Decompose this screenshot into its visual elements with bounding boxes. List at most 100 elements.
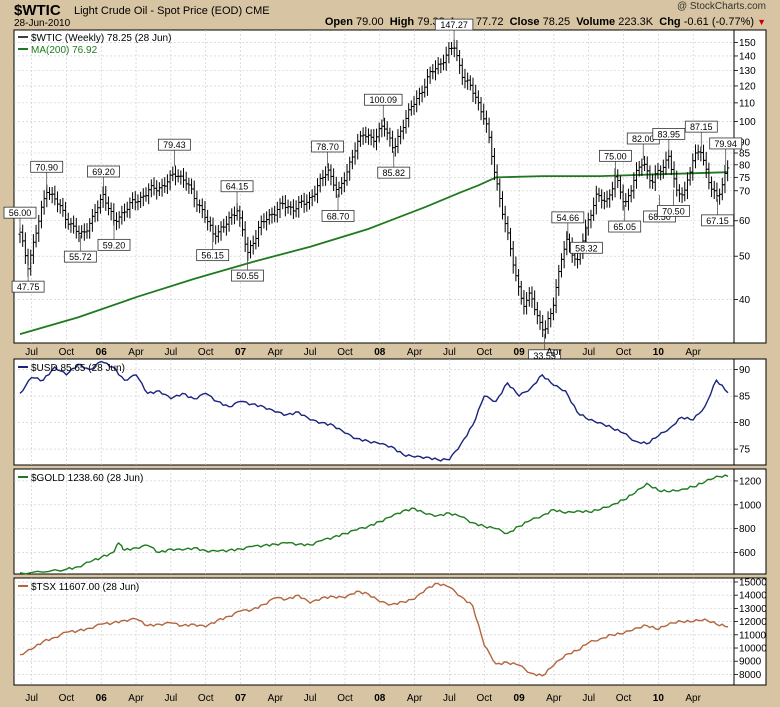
x-tick-label-bottom: 08 xyxy=(374,693,386,704)
wtic-price-annotation: 67.15 xyxy=(701,198,734,227)
usd-ytick-label: 80 xyxy=(739,418,751,429)
wtic-price-annotation: 78.70 xyxy=(311,140,344,168)
annotation-label: 87.15 xyxy=(690,122,713,132)
wtic-price-annotation: 100.09 xyxy=(364,93,403,122)
x-tick-label-top: 10 xyxy=(653,347,665,358)
x-tick-label-top: 08 xyxy=(374,347,386,358)
chart-symbol: $WTIC xyxy=(14,2,61,19)
tsx-frame xyxy=(13,577,767,686)
tsx-ytick-label: 13000 xyxy=(739,604,767,615)
volume-value: 223.3K xyxy=(618,16,654,28)
annotation-label: 69.20 xyxy=(92,167,115,177)
wtic-ohlc-bar xyxy=(726,160,730,182)
wtic-ytick-label: 80 xyxy=(739,160,751,171)
gold-ytick-label: 800 xyxy=(739,524,756,535)
annotation-box xyxy=(220,180,254,193)
open-label: Open xyxy=(324,16,353,28)
annotation-label: 79.43 xyxy=(163,140,186,150)
usd-ytick-label: 90 xyxy=(739,365,751,376)
gold-frame xyxy=(13,468,767,575)
annotation-box xyxy=(97,238,131,251)
wtic-ytick-label: 100 xyxy=(739,117,756,128)
wtic-ytick-label: 90 xyxy=(739,137,751,148)
x-tick-label-top: Jul xyxy=(443,347,456,358)
annotation-box xyxy=(196,249,230,262)
annotation-label: 70.50 xyxy=(662,206,685,216)
x-tick-label-bottom: Oct xyxy=(476,693,492,704)
annotation-label: 47.75 xyxy=(17,282,40,292)
x-tick-label-bottom: Jul xyxy=(582,693,595,704)
wtic-ytick-label: 130 xyxy=(739,66,756,77)
x-tick-label-bottom: Apr xyxy=(546,693,562,704)
annotation-label: 33.55 xyxy=(533,351,556,361)
annotation-label: 54.66 xyxy=(557,213,580,223)
x-tick-label-bottom: Oct xyxy=(616,693,632,704)
annotation-box xyxy=(377,166,411,179)
annotation-label: 59.20 xyxy=(103,240,126,250)
wtic-price-annotation: 50.55 xyxy=(231,254,264,282)
wtic-price-annotation: 70.50 xyxy=(657,189,690,217)
volume-label: Volume xyxy=(576,16,616,28)
annotation-box xyxy=(30,160,64,173)
x-tick-label-top: Apr xyxy=(268,347,284,358)
wtic-ytick-label: 85 xyxy=(739,149,751,160)
wtic-ytick-label: 40 xyxy=(739,295,751,306)
wtic-price-annotation: 70.90 xyxy=(30,160,64,189)
x-tick-label-top: Oct xyxy=(198,347,214,358)
x-tick-label-bottom: Apr xyxy=(407,693,423,704)
wtic-price-annotation: 75.00 xyxy=(599,149,632,178)
chg-value: -0.61 (-0.77%) xyxy=(683,16,755,28)
wtic-price-annotation: 147.27 xyxy=(434,18,474,47)
annotation-box xyxy=(63,250,97,263)
annotation-box xyxy=(652,128,686,140)
annotation-label: 56.15 xyxy=(201,251,224,261)
annotation-box xyxy=(311,140,344,153)
tsx-ytick-label: 8000 xyxy=(739,670,762,681)
tsx-ytick-label: 15000 xyxy=(739,577,767,588)
wtic-price-annotation: 87.15 xyxy=(684,120,718,149)
gold-series-line xyxy=(19,474,729,575)
x-tick-label-top: Oct xyxy=(337,347,353,358)
x-tick-label-top: Jul xyxy=(25,347,38,358)
annotation-box xyxy=(231,269,264,282)
wtic-legend-label: $WTIC (Weekly) 78.25 (28 Jun) xyxy=(31,33,171,44)
x-tick-label-top: Oct xyxy=(476,347,492,358)
annotation-box xyxy=(87,165,120,178)
annotation-label: 83.95 xyxy=(658,129,681,139)
exchange-text: CME xyxy=(245,5,270,17)
ma-legend-label: MA(200) 76.92 xyxy=(31,45,98,56)
annotation-box xyxy=(599,149,632,162)
wtic-ytick-label: 150 xyxy=(739,38,756,49)
x-tick-label-bottom: 07 xyxy=(235,693,247,704)
tsx-ytick-label: 9000 xyxy=(739,657,762,668)
usd-ytick-label: 75 xyxy=(739,445,751,456)
brand-watermark: @ StockCharts.com xyxy=(676,1,766,12)
x-tick-label-top: Apr xyxy=(407,347,423,358)
wtic-price-annotation: 58.32 xyxy=(570,226,603,254)
gold-ytick-label: 1200 xyxy=(739,476,762,487)
x-tick-label-top: 07 xyxy=(235,347,247,358)
annotation-box xyxy=(608,220,642,233)
x-tick-label-bottom: Apr xyxy=(268,693,284,704)
x-tick-label-bottom: Jul xyxy=(25,693,38,704)
x-tick-label-top: Oct xyxy=(616,347,632,358)
usd-panel: 75 80 85 90 $USD 85.65 (28 Jun) xyxy=(13,358,767,466)
wtic-price-annotation: 64.15 xyxy=(220,180,254,208)
wtic-price-annotation: 56.00 xyxy=(3,206,37,235)
x-tick-label-bottom: Apr xyxy=(685,693,701,704)
wtic-ytick-label: 140 xyxy=(739,51,756,62)
chg-down-arrow-icon: ▼ xyxy=(757,17,766,27)
annotation-box xyxy=(364,93,403,106)
annotation-label: 85.82 xyxy=(382,168,405,178)
wtic-frame xyxy=(13,29,767,344)
wtic-price-annotation: 85.82 xyxy=(377,151,411,179)
tsx-legend-label: $TSX 11607.00 (28 Jun) xyxy=(31,582,139,593)
chg-label: Chg xyxy=(659,16,681,28)
tsx-ytick-label: 12000 xyxy=(739,617,767,628)
wtic-price-annotation: 79.94 xyxy=(709,137,743,165)
wtic-price-annotation: 69.20 xyxy=(87,165,120,194)
wtic-price-annotation: 68.70 xyxy=(321,194,355,222)
annotation-label: 82.00 xyxy=(632,134,655,144)
x-tick-label-bottom: 09 xyxy=(514,693,526,704)
